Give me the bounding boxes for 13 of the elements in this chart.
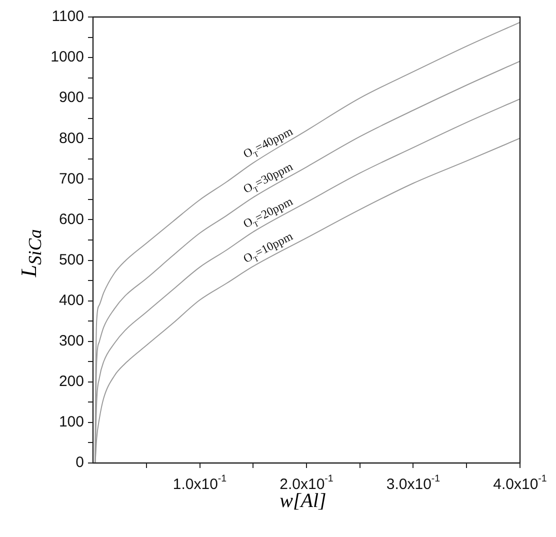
y-tick-label: 800 (58, 130, 84, 147)
y-tick-label: 500 (58, 251, 84, 268)
y-tick-label: 900 (58, 89, 84, 106)
y-tick-label: 400 (58, 292, 84, 309)
y-tick-label: 1100 (52, 8, 84, 26)
y-tick-label: 700 (58, 170, 84, 188)
y-tick-label: 600 (58, 210, 84, 228)
y-tick-label: 300 (58, 332, 84, 350)
y-tick-label: 100 (58, 414, 84, 431)
y-tick-label: 0 (76, 454, 84, 472)
y-tick-label: 200 (58, 373, 84, 390)
y-tick-label: 1000 (50, 48, 84, 66)
x-axis-title: w[Al] (278, 490, 328, 513)
